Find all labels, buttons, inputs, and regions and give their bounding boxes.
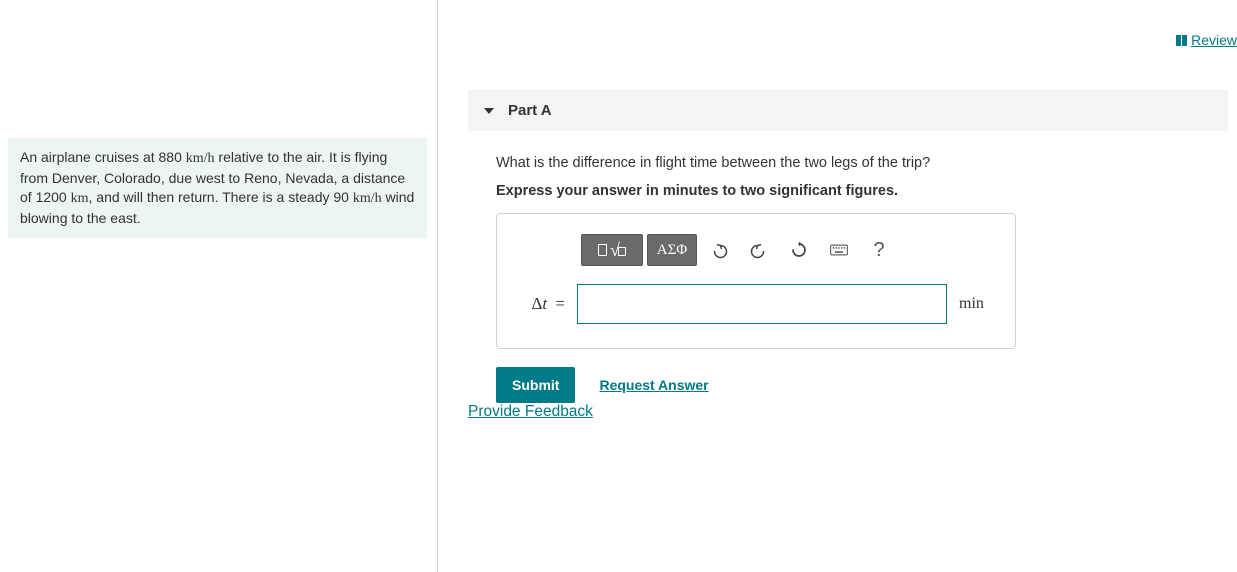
review-link[interactable]: Review xyxy=(1176,32,1237,48)
problem-text-3: , and will then return. There is a stead… xyxy=(89,189,353,205)
left-panel: An airplane cruises at 880 km/h relative… xyxy=(0,0,438,572)
answer-row: Δt = min xyxy=(517,284,995,324)
delta-symbol: Δ xyxy=(531,294,542,313)
problem-unit-3: km/h xyxy=(353,191,382,206)
submit-button[interactable]: Submit xyxy=(496,367,575,403)
templates-button[interactable]: √ xyxy=(581,234,643,266)
problem-text-1: An airplane cruises at 880 xyxy=(20,149,186,165)
redo-button[interactable] xyxy=(741,234,777,266)
right-panel: Review Part A What is the difference in … xyxy=(438,0,1237,572)
answer-box: √ ΑΣΦ xyxy=(496,213,1016,349)
help-button[interactable]: ? xyxy=(861,234,897,266)
unit-label: min xyxy=(959,295,995,313)
caret-down-icon xyxy=(484,108,494,114)
problem-unit-1: km/h xyxy=(186,151,215,166)
reset-button[interactable] xyxy=(781,234,817,266)
equals-sign: = xyxy=(551,294,565,313)
keyboard-icon xyxy=(830,241,848,259)
templates-icon: √ xyxy=(598,240,626,261)
keyboard-button[interactable] xyxy=(821,234,857,266)
undo-icon xyxy=(710,241,728,259)
part-body: What is the difference in flight time be… xyxy=(468,131,1228,421)
reset-icon xyxy=(790,241,808,259)
provide-feedback-link[interactable]: Provide Feedback xyxy=(468,403,593,420)
book-icon xyxy=(1176,35,1187,46)
instruction-text: Express your answer in minutes to two si… xyxy=(496,183,1228,199)
answer-input[interactable] xyxy=(577,284,947,324)
t-symbol: t xyxy=(542,294,547,313)
equation-toolbar: √ ΑΣΦ xyxy=(581,234,995,266)
actions-row: Submit Request Answer xyxy=(496,367,1228,403)
main-container: An airplane cruises at 880 km/h relative… xyxy=(0,0,1237,572)
problem-unit-2: km xyxy=(71,191,89,206)
question-text: What is the difference in flight time be… xyxy=(496,155,1228,171)
variable-label: Δt = xyxy=(517,294,565,314)
review-label: Review xyxy=(1191,32,1237,48)
greek-button[interactable]: ΑΣΦ xyxy=(647,234,697,266)
problem-statement: An airplane cruises at 880 km/h relative… xyxy=(8,138,427,238)
part-title: Part A xyxy=(508,102,552,119)
part-header[interactable]: Part A xyxy=(468,90,1228,131)
undo-button[interactable] xyxy=(701,234,737,266)
request-answer-link[interactable]: Request Answer xyxy=(599,377,708,393)
redo-icon xyxy=(750,241,768,259)
feedback-row: Provide Feedback xyxy=(468,403,1228,421)
